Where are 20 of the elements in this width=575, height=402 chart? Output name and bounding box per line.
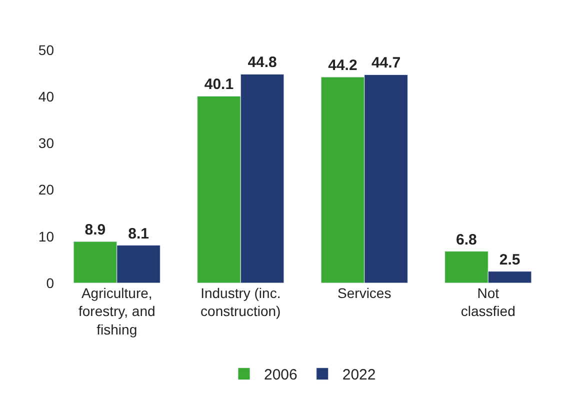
x-tick-label: Industry (inc. construction) (200, 285, 281, 320)
x-tick-label: Agriculture, forestry, and fishing (78, 285, 156, 338)
data-label: 2.5 (499, 251, 520, 268)
legend-label: 2006 (264, 366, 298, 384)
y-tick-label: 0 (46, 274, 54, 291)
data-label: 44.8 (248, 54, 277, 72)
data-label: 44.7 (371, 54, 401, 72)
data-label: 8.9 (84, 222, 106, 239)
data-label: 44.2 (328, 57, 358, 74)
data-label: 8.1 (128, 225, 149, 242)
y-tick-label: 10 (38, 228, 54, 244)
y-tick-label: 20 (38, 182, 54, 198)
data-label: 6.8 (456, 231, 477, 248)
y-tick-label: 50 (38, 42, 54, 58)
legend-label: 2022 (342, 366, 376, 384)
y-tick-label: 40 (38, 88, 54, 104)
x-tick-label: Not classfied (460, 285, 516, 320)
y-tick-label: 30 (38, 135, 54, 152)
data-label: 40.1 (204, 76, 234, 94)
x-tick-label: Services (338, 285, 392, 301)
